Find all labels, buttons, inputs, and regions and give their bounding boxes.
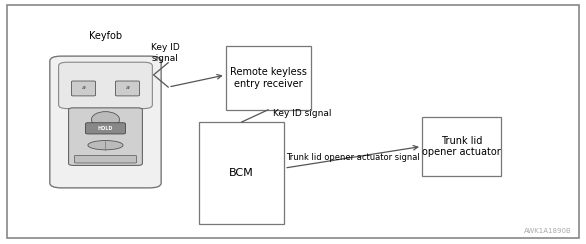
FancyBboxPatch shape — [226, 46, 311, 110]
Text: AWK1A1890B: AWK1A1890B — [524, 228, 571, 234]
Text: Remote keyless
entry receiver: Remote keyless entry receiver — [230, 67, 306, 89]
Text: Key ID signal: Key ID signal — [273, 109, 331, 118]
FancyBboxPatch shape — [59, 62, 152, 109]
Text: a: a — [81, 85, 85, 90]
FancyBboxPatch shape — [422, 117, 501, 176]
Text: BCM: BCM — [229, 168, 254, 178]
FancyBboxPatch shape — [86, 123, 125, 134]
FancyBboxPatch shape — [7, 5, 579, 238]
FancyBboxPatch shape — [69, 108, 142, 165]
FancyBboxPatch shape — [199, 122, 284, 224]
Text: HOLD: HOLD — [98, 126, 113, 131]
FancyBboxPatch shape — [115, 81, 139, 96]
FancyBboxPatch shape — [50, 56, 161, 188]
Ellipse shape — [91, 112, 120, 127]
Text: a: a — [126, 85, 130, 90]
Text: Trunk lid
opener actuator: Trunk lid opener actuator — [422, 136, 501, 157]
Ellipse shape — [88, 141, 123, 150]
FancyBboxPatch shape — [74, 155, 137, 163]
FancyBboxPatch shape — [71, 81, 96, 96]
Text: Key ID
signal: Key ID signal — [151, 43, 180, 63]
Text: Trunk lid opener actuator signal: Trunk lid opener actuator signal — [286, 153, 420, 162]
Text: Keyfob: Keyfob — [89, 31, 122, 41]
